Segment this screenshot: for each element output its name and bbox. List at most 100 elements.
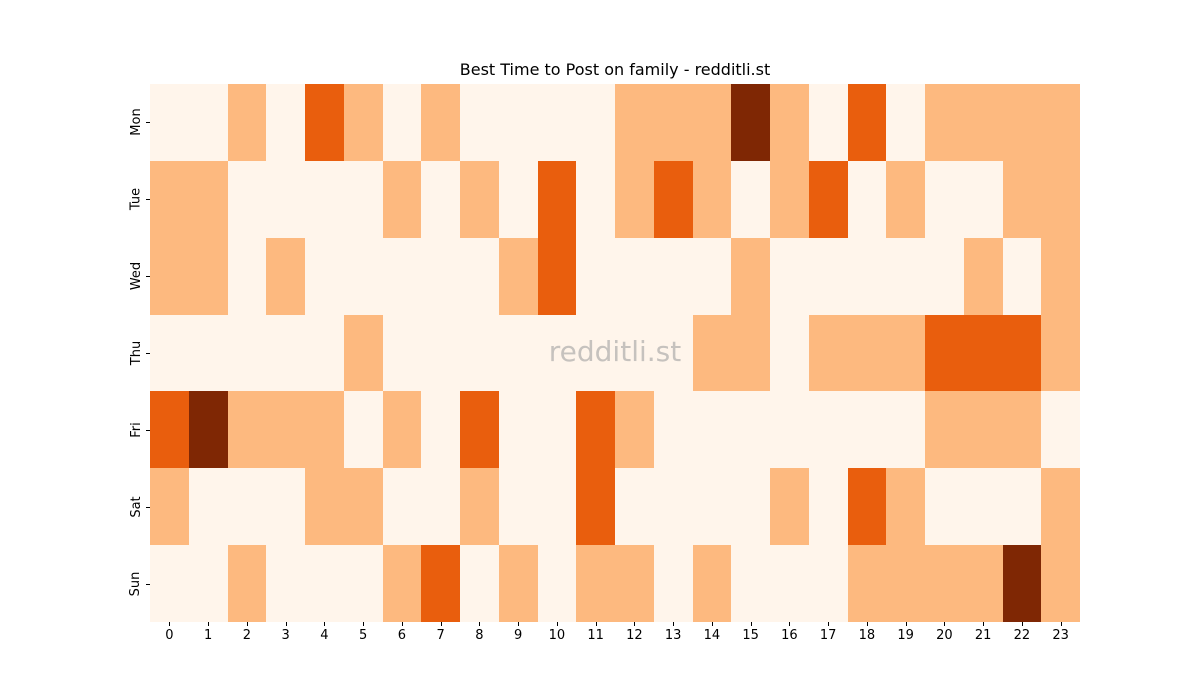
- heatmap-cell: [653, 237, 693, 315]
- heatmap-cell: [343, 160, 383, 238]
- x-tick-label: 11: [576, 622, 615, 652]
- heatmap-cell: [1002, 314, 1042, 392]
- x-tick-mark: [208, 622, 210, 626]
- heatmap-cell: [615, 237, 654, 315]
- heatmap-cell: [770, 545, 809, 622]
- heatmap-cell: [925, 237, 964, 315]
- heatmap-cell: [963, 160, 1003, 238]
- heatmap-cell: [925, 391, 964, 469]
- x-tick-text: 15: [742, 628, 759, 643]
- x-tick-mark: [944, 622, 946, 626]
- heatmap-cell: [886, 237, 925, 315]
- x-tick-label: 13: [654, 622, 693, 652]
- heatmap-cell: [886, 468, 925, 546]
- heatmap-cell: [266, 237, 305, 315]
- heatmap-cell: [653, 545, 693, 622]
- heatmap-cell: [576, 314, 615, 392]
- x-tick-mark: [905, 622, 907, 626]
- heatmap-cell: [150, 391, 189, 469]
- x-tick-label: 10: [538, 622, 577, 652]
- y-tick-text: Fri: [128, 422, 144, 438]
- heatmap-cell: [266, 545, 305, 622]
- y-tick-text: Wed: [128, 261, 144, 291]
- x-tick-text: 10: [548, 628, 566, 643]
- heatmap-cell: [692, 160, 732, 238]
- heatmap-cell: [460, 160, 499, 238]
- y-axis: Mon Tue Wed Thu Fri Sat Sun: [100, 84, 150, 622]
- heatmap-cell: [382, 160, 422, 238]
- y-tick-text: Tue: [128, 188, 144, 211]
- heatmap-cell: [925, 468, 964, 546]
- x-tick-label: 15: [731, 622, 770, 652]
- heatmap-cell: [498, 545, 538, 622]
- heatmap-cell: [266, 468, 305, 546]
- y-tick-mark: [146, 583, 150, 585]
- x-tick-mark: [711, 622, 713, 626]
- heatmap-cell: [576, 468, 615, 546]
- heatmap-cell: [421, 468, 460, 546]
- heatmap-cell: [615, 545, 654, 622]
- heatmap-cell: [498, 468, 538, 546]
- heatmap-cell: [188, 391, 228, 469]
- y-tick-mark: [146, 122, 150, 124]
- heatmap-cell: [305, 314, 344, 392]
- x-tick-mark: [634, 622, 636, 626]
- heatmap-cell: [460, 84, 499, 161]
- heatmap-cell: [770, 237, 809, 315]
- x-tick-mark: [556, 622, 558, 626]
- heatmap-cell: [847, 468, 887, 546]
- heatmap-cell: [1041, 160, 1080, 238]
- heatmap-cell: [1041, 237, 1080, 315]
- heatmap-cell: [150, 545, 189, 622]
- heatmap-cell: [731, 545, 770, 622]
- x-tick-label: 17: [809, 622, 848, 652]
- heatmap-cell: [537, 391, 577, 469]
- heatmap-cell: [808, 545, 848, 622]
- heatmap-cell: [150, 237, 189, 315]
- x-tick-mark: [983, 622, 985, 626]
- heatmap-cell: [653, 160, 693, 238]
- x-tick-mark: [673, 622, 675, 626]
- heatmap-cell: [925, 160, 964, 238]
- heatmap-cell: [615, 160, 654, 238]
- heatmap-cell: [1041, 314, 1080, 392]
- heatmap-cell: [963, 545, 1003, 622]
- x-tick-label: 18: [848, 622, 887, 652]
- heatmap-cell: [227, 468, 267, 546]
- heatmap-cell: [343, 237, 383, 315]
- y-tick-mark: [146, 506, 150, 508]
- x-tick-label: 0: [150, 622, 189, 652]
- heatmap-cell: [963, 84, 1003, 161]
- heatmap-cell: [1002, 468, 1042, 546]
- heatmap-cell: [460, 468, 499, 546]
- heatmap-cell: [150, 314, 189, 392]
- x-tick-mark: [828, 622, 830, 626]
- y-tick-mark: [146, 199, 150, 201]
- x-tick-label: 8: [460, 622, 499, 652]
- heatmap-cell: [847, 545, 887, 622]
- y-tick-text: Sun: [128, 571, 144, 596]
- heatmap-cell: [498, 314, 538, 392]
- heatmap-cell: [421, 237, 460, 315]
- heatmap-cell: [576, 545, 615, 622]
- heatmap-cell: [692, 391, 732, 469]
- heatmap-cell: [731, 237, 770, 315]
- heatmap-cell: [692, 545, 732, 622]
- x-tick-label: 20: [925, 622, 964, 652]
- heatmap-cell: [188, 468, 228, 546]
- heatmap-cell: [188, 314, 228, 392]
- heatmap-cell: [188, 160, 228, 238]
- heatmap-cell: [653, 391, 693, 469]
- heatmap-cell: [343, 545, 383, 622]
- heatmap-cell: [886, 84, 925, 161]
- x-tick-mark: [363, 622, 365, 626]
- heatmap-cell: [847, 391, 887, 469]
- heatmap-cell: [343, 391, 383, 469]
- heatmap-cell: [305, 391, 344, 469]
- x-tick-label: 2: [228, 622, 267, 652]
- x-tick-mark: [285, 622, 287, 626]
- heatmap-cell: [692, 84, 732, 161]
- heatmap-cell: [847, 160, 887, 238]
- heatmap-cell: [305, 237, 344, 315]
- heatmap-cell: [421, 545, 460, 622]
